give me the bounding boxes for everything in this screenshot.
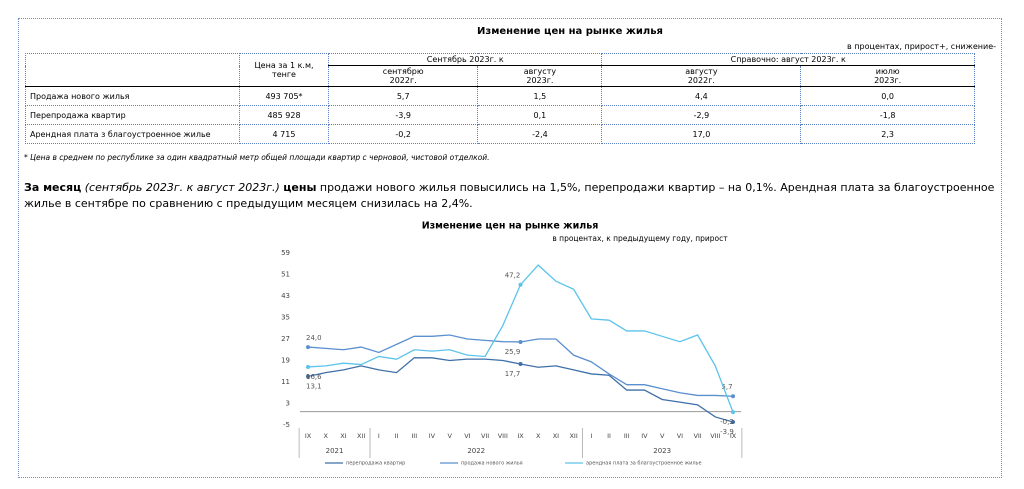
y-tick-label: 51 xyxy=(281,271,290,279)
text-run: цены xyxy=(283,181,317,194)
data-label: 24,0 xyxy=(306,334,322,342)
text-run: продажи нового жилья повысились на 1,5%,… xyxy=(24,181,995,210)
x-tick-label: II xyxy=(395,432,399,440)
x-tick-label: III xyxy=(411,432,417,440)
x-tick-label: VI xyxy=(464,432,470,440)
chart-subtitle: в процентах, к предыдущему году, прирост xyxy=(552,234,728,243)
x-tick-label: X xyxy=(536,432,541,440)
table-cell: 485 928 xyxy=(239,105,329,125)
y-tick-label: 11 xyxy=(281,378,290,386)
data-label: 13,1 xyxy=(306,382,322,390)
table-title: Изменение цен на рынке жилья xyxy=(477,26,663,37)
table-cell: -2,4 xyxy=(477,124,603,144)
table-row: Арендная плата з благоустроенное жилье 4 … xyxy=(25,124,975,144)
data-point xyxy=(731,410,735,415)
text-run: (сентябрь 2023г. к август 2023г.) xyxy=(81,181,284,194)
x-tick-label: I xyxy=(378,432,380,440)
data-label: -0,2 xyxy=(720,418,734,426)
footnote: * Цена в среднем по республике за один к… xyxy=(24,153,490,162)
x-tick-label: VI xyxy=(677,432,683,440)
header-cell xyxy=(25,53,240,87)
y-tick-label: 59 xyxy=(281,249,290,257)
text-run: За месяц xyxy=(24,181,82,194)
data-point xyxy=(306,374,310,379)
x-tick-label: VIII xyxy=(710,432,720,440)
x-tick-label: IV xyxy=(641,432,648,440)
group-label: 2022 xyxy=(467,447,485,455)
y-tick-label: 35 xyxy=(281,314,290,322)
header-cell: Цена за 1 к.м, тенге xyxy=(239,53,329,87)
y-tick-label: 3 xyxy=(286,400,290,408)
table-cell: 2,3 xyxy=(800,124,975,144)
x-tick-label: II xyxy=(607,432,611,440)
x-tick-label: III xyxy=(624,432,630,440)
table-cell: 17,0 xyxy=(601,124,802,144)
x-tick-label: VII xyxy=(481,432,489,440)
x-tick-label: XI xyxy=(553,432,559,440)
group-label: 2023 xyxy=(653,447,671,455)
x-tick-label: I xyxy=(590,432,592,440)
table-cell: -0,2 xyxy=(327,124,479,144)
y-tick-label: 43 xyxy=(281,292,290,300)
frame xyxy=(18,18,1002,478)
data-point xyxy=(731,420,735,425)
x-tick-label: V xyxy=(447,432,452,440)
x-tick-label: V xyxy=(660,432,665,440)
x-tick-label: XI xyxy=(340,432,346,440)
data-label: 25,9 xyxy=(505,348,521,356)
group-label: 2021 xyxy=(326,447,344,455)
legend-label: арендная плата за благоустроенное жилье xyxy=(586,461,702,467)
data-point xyxy=(306,364,310,369)
data-label: -3,9 xyxy=(720,428,734,436)
x-tick-label: VIII xyxy=(498,432,508,440)
y-tick-label: 27 xyxy=(281,335,290,343)
x-tick-label: IX xyxy=(305,432,312,440)
data-label: 17,7 xyxy=(505,370,521,378)
data-point xyxy=(518,339,523,344)
data-point xyxy=(518,361,523,366)
data-point xyxy=(306,345,310,350)
data-label: 5,7 xyxy=(721,383,732,391)
paragraph: За месяц (сентябрь 2023г. к август 2023г… xyxy=(24,180,1000,212)
y-tick-label: -5 xyxy=(283,421,290,429)
table-cell: Арендная плата з благоустроенное жилье xyxy=(25,124,240,144)
price-table: Цена за 1 к.м, тенге Сентябрь 2023г. к С… xyxy=(25,53,975,144)
legend-label: продажа нового жилья xyxy=(461,461,523,467)
x-tick-label: IV xyxy=(429,432,436,440)
header-cell: Справочно: август 2023г. к xyxy=(601,53,975,66)
table-cell: Продажа нового жилья xyxy=(25,86,240,106)
x-tick-label: IX xyxy=(517,432,524,440)
data-point xyxy=(518,282,523,287)
x-tick-label: XII xyxy=(569,432,577,440)
legend-label: перепродажа квартир xyxy=(346,461,405,467)
data-label: 16,6 xyxy=(306,373,322,381)
table-subtitle: в процентах, прирост+, снижение- xyxy=(847,42,996,51)
data-label: 47,2 xyxy=(505,272,521,280)
x-tick-label: VII xyxy=(693,432,701,440)
table-cell: 4 715 xyxy=(239,124,329,144)
x-tick-label: XII xyxy=(357,432,365,440)
chart-title: Изменение цен на рынке жилья xyxy=(422,221,599,232)
y-tick-label: 19 xyxy=(281,357,290,365)
x-tick-label: X xyxy=(323,432,328,440)
data-point xyxy=(731,394,735,399)
x-tick-label: IX xyxy=(730,432,737,440)
